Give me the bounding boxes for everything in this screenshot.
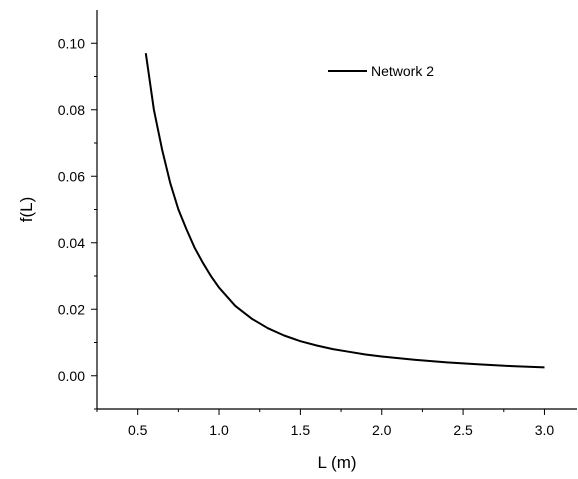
y-tick-label: 0.02 — [58, 301, 85, 317]
y-axis-title: f(L) — [17, 197, 36, 223]
y-tick-label: 0.06 — [58, 168, 85, 184]
x-tick-label: 0.5 — [128, 422, 148, 438]
series-line-network-2 — [144, 53, 545, 369]
x-tick-label: 1.0 — [209, 422, 229, 438]
x-tick-label: 1.5 — [291, 422, 311, 438]
x-tick-label: 2.0 — [372, 422, 392, 438]
x-tick-label: 2.5 — [453, 422, 473, 438]
y-tick-label: 0.10 — [58, 35, 85, 51]
x-axis-title: L (m) — [317, 453, 356, 472]
series-layer — [144, 53, 545, 369]
y-axis-ticks: 0.00 0.02 0.04 0.06 0.08 0.10 — [58, 35, 97, 410]
legend: Network 2 — [328, 63, 434, 79]
x-tick-label: 3.0 — [535, 422, 555, 438]
x-axis-ticks: 0.5 1.0 1.5 2.0 2.5 3.0 — [96, 409, 555, 438]
y-tick-label: 0.04 — [58, 235, 85, 251]
legend-label: Network 2 — [371, 63, 434, 79]
y-tick-label: 0.00 — [58, 368, 85, 384]
y-tick-label: 0.08 — [58, 102, 85, 118]
